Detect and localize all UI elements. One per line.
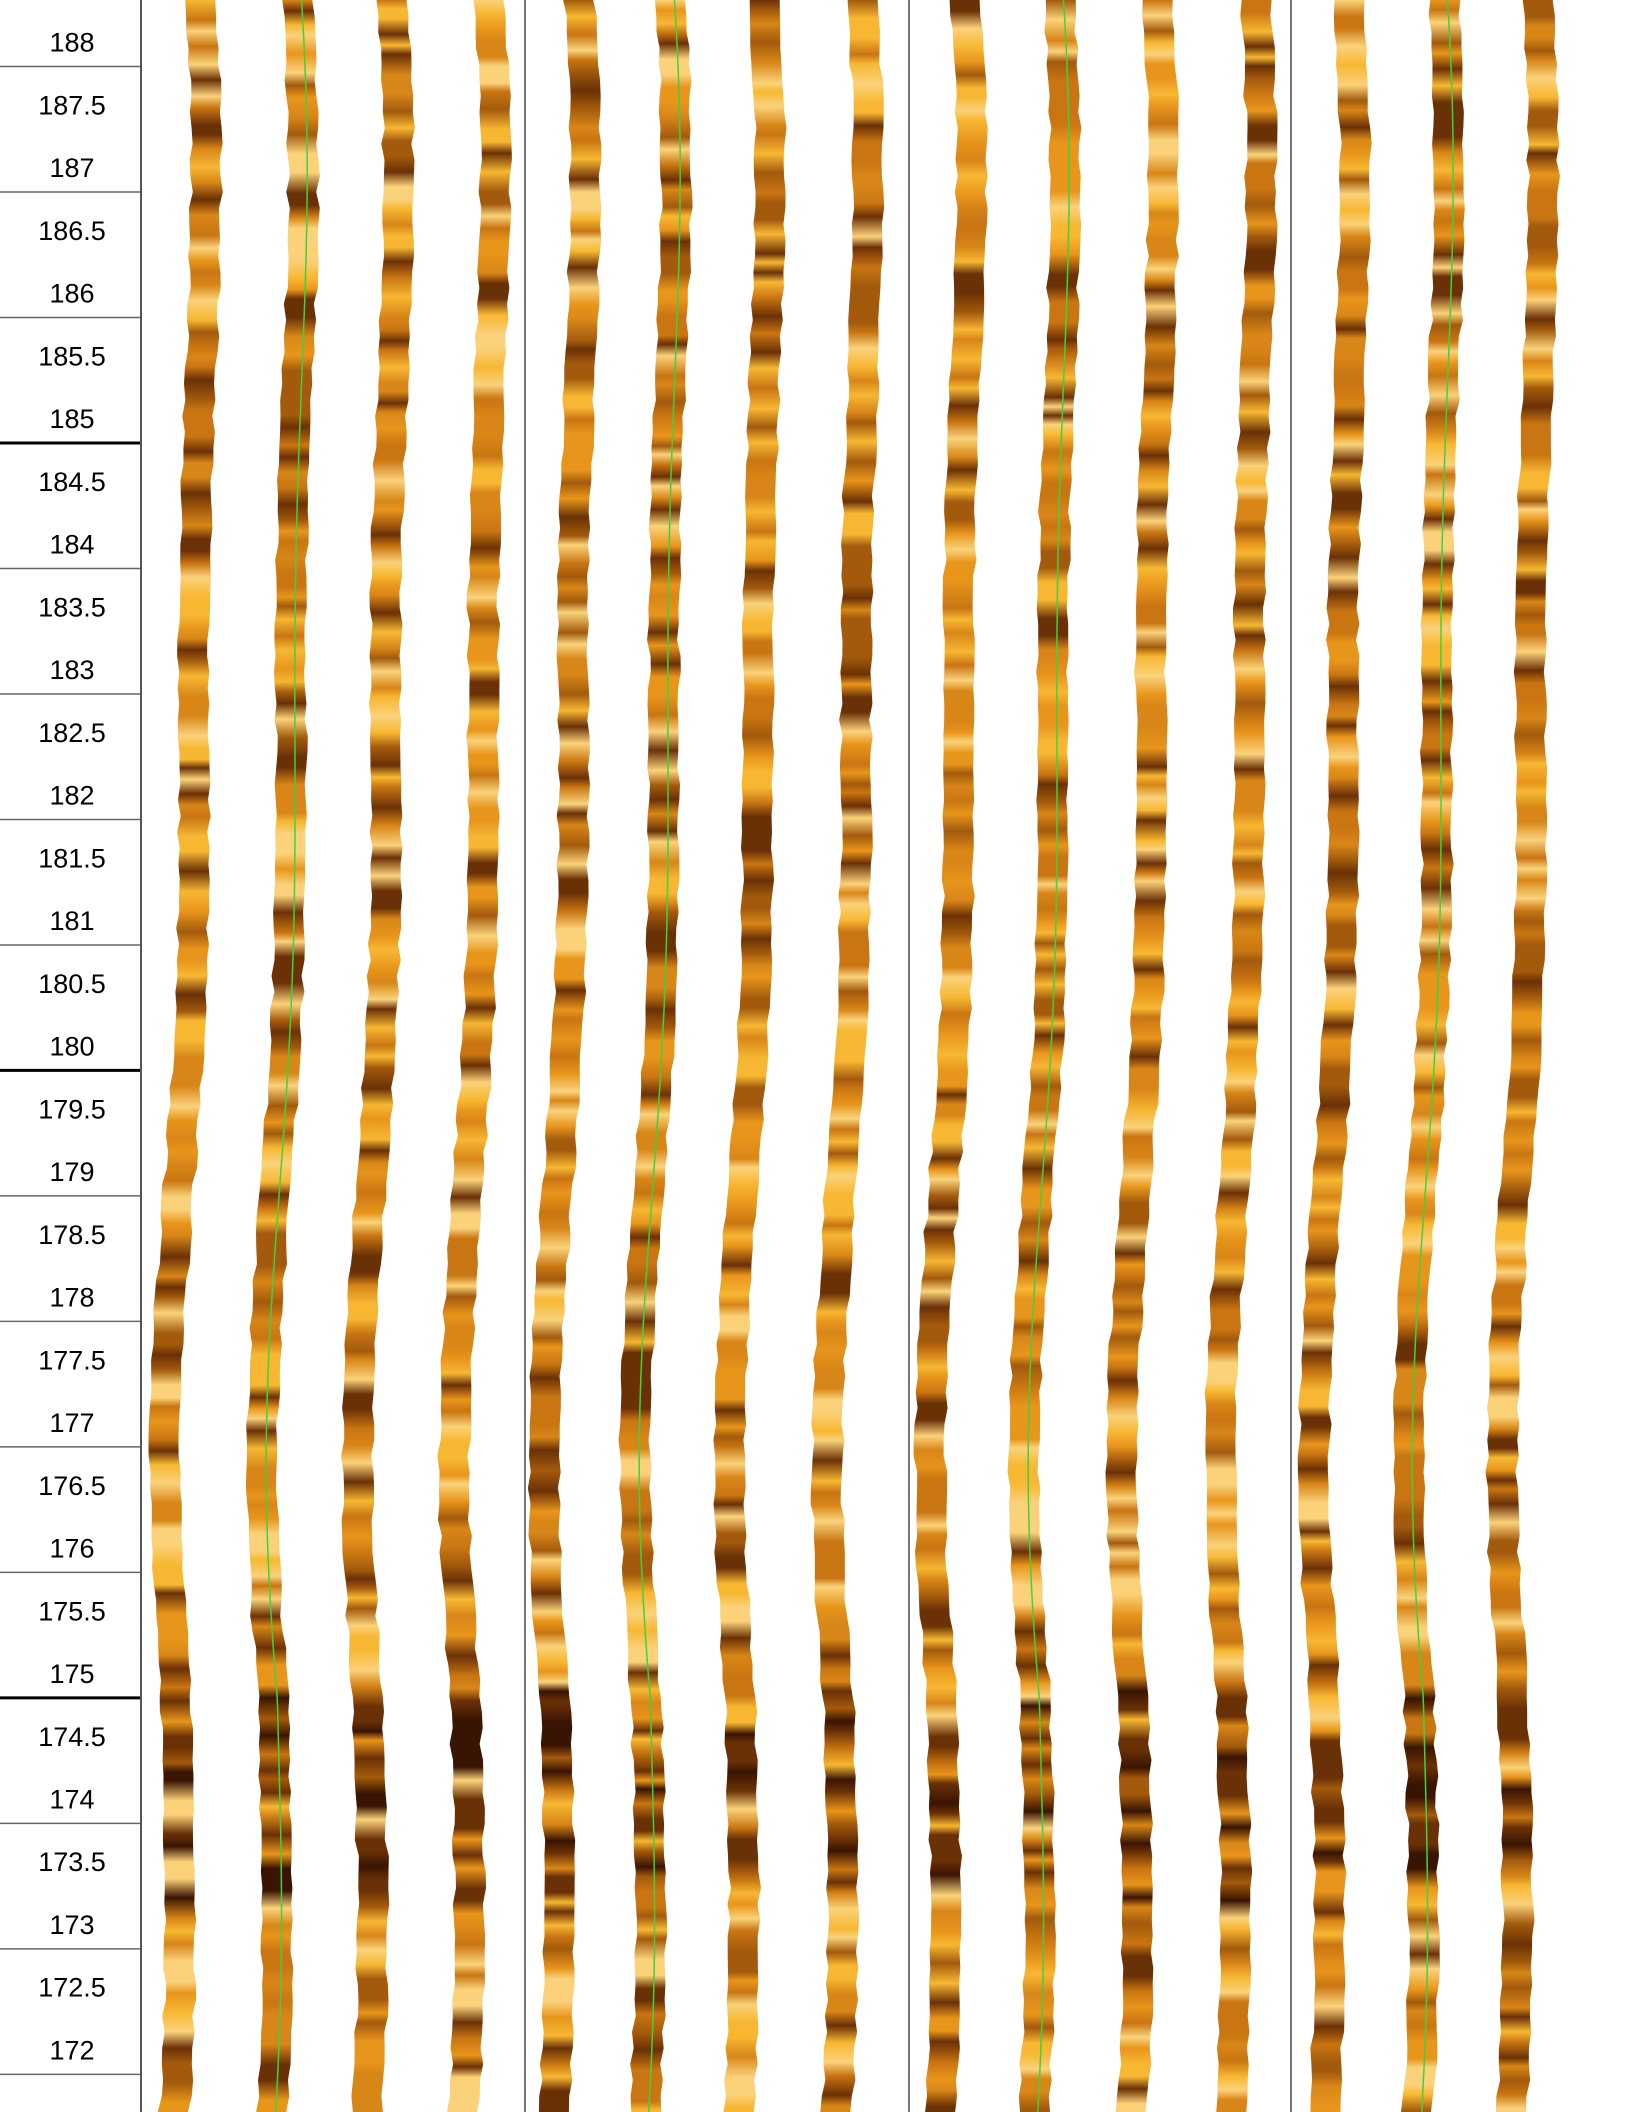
- depth-label: 174.5: [38, 1722, 106, 1752]
- depth-label: 172: [49, 2035, 94, 2065]
- depth-label: 173.5: [38, 1847, 106, 1877]
- depth-label: 179.5: [38, 1094, 106, 1124]
- depth-label: 176.5: [38, 1471, 106, 1501]
- depth-label: 178: [49, 1283, 94, 1313]
- depth-label: 186: [49, 279, 94, 309]
- depth-label: 175.5: [38, 1596, 106, 1626]
- depth-label: 177.5: [38, 1345, 106, 1375]
- depth-label: 179: [49, 1157, 94, 1187]
- depth-label: 173: [49, 1910, 94, 1940]
- depth-label: 183: [49, 655, 94, 685]
- depth-label: 181: [49, 906, 94, 936]
- depth-label: 176: [49, 1534, 94, 1564]
- log-view: 188 187.5 187 186.5 186 185.5 185 184.5 184 183.5…: [0, 0, 1632, 2112]
- background: [0, 0, 1632, 2112]
- depth-label: 187.5: [38, 90, 106, 120]
- depth-label: 188: [49, 28, 94, 58]
- depth-label: 187: [49, 153, 94, 183]
- depth-label: 186.5: [38, 216, 106, 246]
- depth-label: 175: [49, 1659, 94, 1689]
- depth-label: 182.5: [38, 718, 106, 748]
- depth-label: 185: [49, 404, 94, 434]
- depth-label: 182: [49, 781, 94, 811]
- depth-label: 180.5: [38, 969, 106, 999]
- depth-label: 183.5: [38, 592, 106, 622]
- depth-label: 174: [49, 1784, 94, 1814]
- depth-label: 178.5: [38, 1220, 106, 1250]
- depth-label: 185.5: [38, 341, 106, 371]
- depth-label: 184: [49, 530, 94, 560]
- depth-label: 180: [49, 1032, 94, 1062]
- depth-label: 177: [49, 1408, 94, 1438]
- depth-label: 184.5: [38, 467, 106, 497]
- depth-label: 172.5: [38, 1973, 106, 2003]
- depth-label: 181.5: [38, 843, 106, 873]
